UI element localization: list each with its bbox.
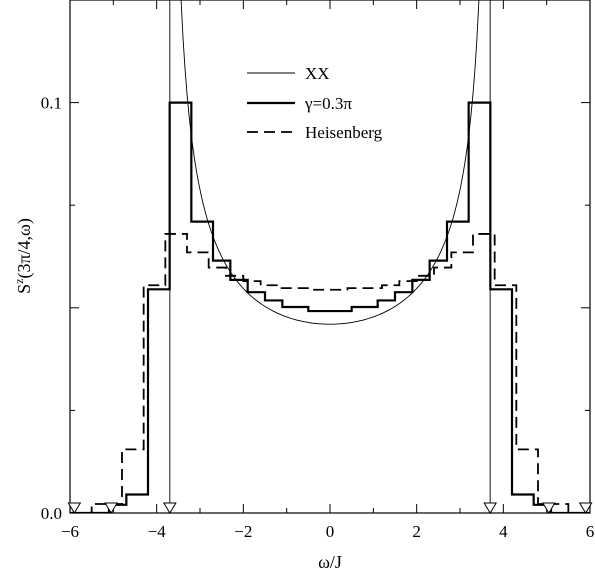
- edge-marker-triangle: [104, 502, 119, 514]
- xx-edge-lines: [169, 0, 491, 513]
- y-axis-label-base: S: [14, 284, 34, 294]
- series-heisenberg-line: [70, 233, 590, 513]
- x-tick-label: 6: [586, 522, 595, 541]
- y-tick-label: 0.0: [41, 504, 62, 523]
- y-axis-label-superscript: z: [12, 279, 26, 284]
- x-tick-label: 4: [499, 522, 508, 541]
- edge-markers: [67, 502, 593, 514]
- x-axis-label: ω/J: [318, 552, 342, 571]
- edge-marker-triangle: [578, 502, 593, 514]
- y-tick-label: 0.1: [41, 94, 62, 113]
- series-gamma-line: [70, 101, 590, 513]
- legend: XX γ=0.3π Heisenberg: [247, 64, 383, 142]
- x-tick-label: −4: [148, 522, 167, 541]
- series-xx-line: [180, 0, 480, 325]
- legend-label-heisenberg: Heisenberg: [305, 123, 383, 142]
- edge-marker-triangle: [541, 502, 556, 514]
- x-tick-label: −6: [61, 522, 79, 541]
- edge-marker-triangle: [483, 502, 498, 514]
- edge-marker-triangle: [162, 502, 177, 514]
- x-tick-label: 0: [326, 522, 335, 541]
- y-axis-label-args: (3π/4,ω): [14, 218, 35, 278]
- tick-labels: −6 −4 −2 0 2 4 6 0.0 0.1: [41, 94, 595, 541]
- legend-label-xx: XX: [305, 64, 330, 83]
- x-tick-label: −2: [234, 522, 252, 541]
- edge-marker-triangle: [67, 502, 82, 514]
- y-axis-label: Sz(3π/4,ω): [12, 218, 35, 294]
- x-tick-label: 2: [412, 522, 421, 541]
- legend-label-gamma: γ=0.3π: [304, 94, 352, 113]
